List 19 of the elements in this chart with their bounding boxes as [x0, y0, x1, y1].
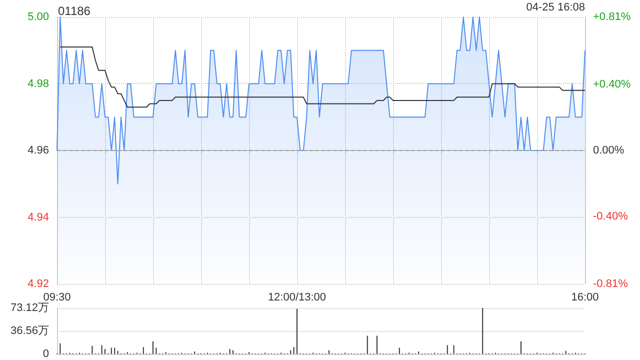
y2-tick-label: 0.00%: [593, 144, 624, 156]
text: 04-25 16:08: [526, 2, 585, 14]
line-series: [60, 46, 586, 108]
y-tick-label: 36.56万: [10, 325, 49, 337]
y2-tick-label: -0.81%: [593, 278, 628, 290]
y-tick-label: 4.92: [28, 278, 49, 290]
y2-tick-label: +0.81%: [593, 11, 631, 23]
y-tick-label: 4.96: [28, 144, 49, 156]
chart-title: 01186: [58, 4, 91, 18]
y-tick-label: 73.12万: [10, 302, 49, 314]
y-tick-label: 5.00: [28, 11, 49, 23]
x-tick-label: 12:00/13:00: [268, 292, 326, 304]
y-tick-label: 0: [42, 348, 49, 360]
x-tick-label: 16:00: [571, 292, 599, 304]
y-tick-label: 4.98: [28, 78, 49, 90]
x-tick-label: 09:30: [43, 292, 71, 304]
y2-tick-label: -0.40%: [593, 210, 628, 222]
y2-tick-label: +0.40%: [593, 78, 631, 91]
y-tick-label: 4.94: [28, 211, 49, 224]
